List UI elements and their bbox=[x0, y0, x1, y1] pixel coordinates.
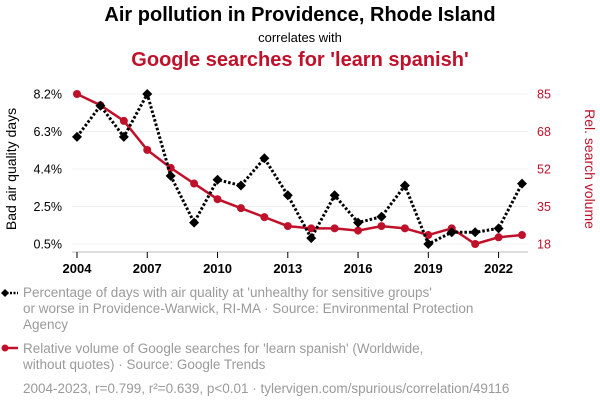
x-tick-label: 2022 bbox=[484, 261, 513, 276]
point-air-quality bbox=[470, 227, 481, 238]
point-search-volume bbox=[143, 145, 152, 154]
point-search-volume bbox=[518, 231, 526, 240]
point-air-quality bbox=[189, 217, 200, 228]
point-air-quality bbox=[212, 174, 223, 185]
x-tick-label: 2010 bbox=[203, 261, 232, 276]
chart-subtitle: correlates with bbox=[258, 30, 342, 45]
point-air-quality bbox=[235, 180, 246, 191]
point-air-quality bbox=[118, 131, 129, 142]
series-line-search-volume bbox=[76, 92, 523, 246]
point-air-quality bbox=[142, 89, 153, 99]
x-tick-label: 2004 bbox=[63, 261, 93, 276]
point-air-quality bbox=[329, 190, 340, 201]
y-tick-label-right: 68 bbox=[537, 125, 551, 139]
point-search-volume bbox=[494, 233, 503, 242]
point-search-volume bbox=[190, 179, 199, 188]
point-search-volume bbox=[236, 204, 245, 213]
point-air-quality bbox=[95, 100, 106, 111]
legend-text-search-volume: without quotes) · Source: Google Trends bbox=[22, 357, 266, 372]
point-search-volume bbox=[354, 226, 363, 235]
point-air-quality bbox=[423, 239, 434, 249]
y-tick-label-right: 18 bbox=[537, 238, 551, 252]
y-tick-label-right: 85 bbox=[537, 88, 551, 102]
y-axis-label-left: Bad air quality days bbox=[3, 108, 19, 230]
point-air-quality bbox=[72, 131, 82, 142]
legend: Percentage of days with air quality at '… bbox=[1, 285, 473, 372]
grid bbox=[72, 93, 528, 245]
y-axis-label-right: Rel. search volume bbox=[582, 109, 598, 229]
point-air-quality bbox=[282, 190, 293, 201]
legend-marker-search-volume bbox=[1, 344, 9, 352]
point-search-volume bbox=[377, 222, 386, 231]
y-tick-label-left: 6.3% bbox=[34, 125, 63, 139]
point-air-quality bbox=[165, 170, 176, 181]
axes: 8.2% 85 6.3% 68 4.4% 52 2.5% 35 0.5% 18 2004 2007 20… bbox=[34, 88, 551, 277]
footer-stats: 2004-2023, r=0.799, r²=0.639, p<0.01 · t… bbox=[23, 381, 509, 396]
y-tick-label-right: 52 bbox=[537, 163, 551, 177]
point-air-quality bbox=[376, 211, 387, 222]
series bbox=[72, 89, 527, 249]
x-tick-label: 2019 bbox=[414, 261, 443, 276]
x-tick-label: 2007 bbox=[133, 261, 162, 276]
legend-text-air-quality: Agency bbox=[23, 317, 68, 332]
point-search-volume bbox=[424, 231, 433, 240]
point-search-volume bbox=[119, 116, 128, 125]
y-tick-label-left: 2.5% bbox=[34, 200, 63, 214]
point-air-quality bbox=[399, 180, 410, 191]
y-tick-label-left: 8.2% bbox=[34, 88, 63, 102]
series-line-air-quality bbox=[75, 90, 524, 247]
x-tick-label: 2016 bbox=[344, 261, 373, 276]
legend-text-air-quality: Percentage of days with air quality at '… bbox=[23, 285, 432, 300]
y-tick-label-right: 35 bbox=[537, 200, 551, 214]
point-air-quality bbox=[306, 233, 317, 244]
point-search-volume bbox=[330, 224, 339, 233]
chart-title: Air pollution in Providence, Rhode Islan… bbox=[104, 4, 495, 26]
point-search-volume bbox=[283, 222, 292, 231]
chart-title-2: Google searches for 'learn spanish' bbox=[131, 49, 468, 71]
y-tick-label-left: 4.4% bbox=[34, 163, 63, 177]
point-air-quality bbox=[517, 178, 527, 189]
point-air-quality bbox=[493, 223, 504, 234]
legend-marker-air-quality bbox=[1, 289, 9, 297]
point-air-quality bbox=[353, 217, 364, 228]
point-search-volume bbox=[307, 224, 316, 233]
y-tick-label-left: 0.5% bbox=[34, 238, 63, 252]
point-search-volume bbox=[213, 195, 222, 204]
point-search-volume bbox=[260, 213, 269, 222]
legend-text-air-quality: or worse in Providence-Warwick, RI-MA · … bbox=[23, 301, 473, 316]
point-search-volume bbox=[73, 90, 81, 98]
x-tick-label: 2013 bbox=[273, 261, 302, 276]
point-search-volume bbox=[400, 224, 409, 233]
legend-text-search-volume: Relative volume of Google searches for '… bbox=[23, 341, 423, 356]
point-search-volume bbox=[471, 240, 480, 248]
point-air-quality bbox=[259, 153, 270, 164]
point-search-volume bbox=[166, 163, 175, 172]
point-air-quality bbox=[446, 227, 457, 238]
